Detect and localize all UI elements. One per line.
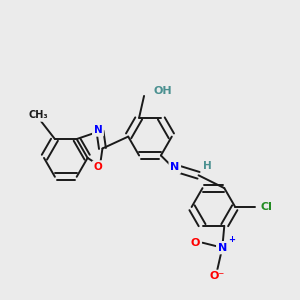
Text: O: O (94, 162, 102, 172)
Text: CH₃: CH₃ (28, 110, 48, 120)
Text: O⁻: O⁻ (210, 272, 225, 281)
Text: OH: OH (154, 86, 172, 96)
Text: O: O (191, 238, 200, 248)
Text: +: + (228, 235, 235, 244)
Text: Cl: Cl (261, 202, 273, 212)
Text: N: N (218, 243, 227, 253)
Text: N: N (94, 125, 102, 135)
Text: N: N (170, 162, 179, 172)
Text: H: H (203, 161, 212, 171)
